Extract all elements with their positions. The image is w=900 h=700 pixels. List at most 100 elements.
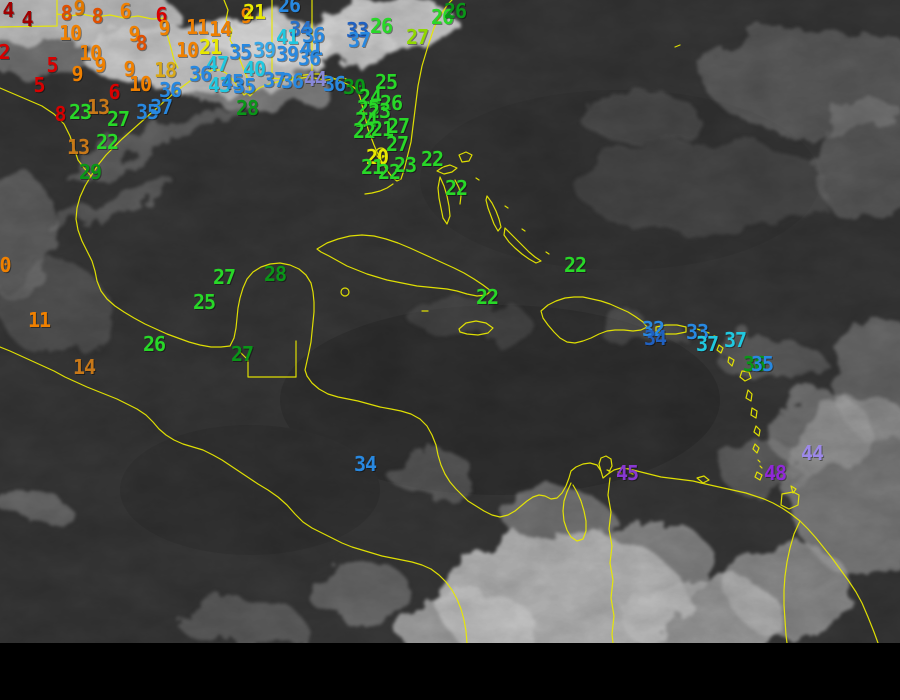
station-pwv-value: 6	[155, 3, 167, 27]
station-layer: 4 4 8 9 8 6 6 9 8 9 10 2 10 5 9 9 9 18 10 5 6 36 8 23 13 27 35 37 13…	[0, 0, 824, 485]
station-pwv-value: 25	[192, 290, 216, 314]
station-pwv-value: 26	[277, 0, 301, 17]
station-pwv-value: 23	[367, 99, 391, 123]
station-pwv-value: 9	[158, 16, 170, 40]
station-pwv-value: 29	[78, 160, 102, 184]
satellite-map	[0, 0, 900, 643]
station-pwv-value: 10	[58, 21, 82, 45]
station-pwv-value: 27	[230, 342, 254, 366]
station-pwv-value: 26	[430, 5, 454, 29]
station-pwv-value: 36	[158, 78, 182, 102]
station-pwv-value: 10	[78, 41, 102, 65]
station-pwv-value: 37	[723, 328, 747, 352]
station-pwv-value: 10	[175, 38, 199, 62]
station-pwv-value: 22	[377, 160, 401, 184]
station-pwv-value: 9	[73, 0, 85, 20]
station-pwv-value: 34	[288, 17, 312, 41]
station-pwv-value: 28	[235, 96, 259, 120]
station-pwv-value: 40	[242, 57, 266, 81]
station-pwv-value: 14	[72, 355, 96, 379]
station-pwv-value: 36	[742, 352, 766, 376]
station-pwv-value: 36	[301, 23, 325, 47]
station-pwv-value: 13	[66, 135, 90, 159]
station-pwv-value: 5	[46, 53, 58, 77]
station-pwv-value: 48	[763, 461, 787, 485]
station-pwv-value: 45	[220, 70, 244, 94]
station-pwv-value: 30	[342, 75, 366, 99]
station-pwv-value: 21	[360, 155, 384, 179]
station-pwv-value: 37	[262, 68, 286, 92]
station-pwv-value: 32	[641, 317, 665, 341]
station-pwv-value: 25	[374, 70, 398, 94]
station-pwv-value: 22	[95, 130, 119, 154]
station-pwv-value: 26	[369, 14, 393, 38]
station-pwv-value: 11	[185, 15, 209, 39]
station-pwv-value: 9	[71, 62, 83, 86]
station-pwv-value: 34	[643, 326, 667, 350]
station-pwv-value: 22	[352, 119, 376, 143]
station-pwv-value: 8	[60, 1, 72, 25]
station-pwv-value: 25	[356, 96, 380, 120]
station-pwv-value: 36	[322, 72, 346, 96]
station-pwv-value: 9	[240, 4, 252, 28]
station-pwv-value: 35	[228, 40, 252, 64]
station-pwv-value: 23	[393, 153, 417, 177]
station-pwv-value: 33	[685, 320, 709, 344]
station-pwv-value: 21	[242, 0, 266, 24]
station-pwv-value: 37	[347, 28, 371, 52]
coastline-layer	[0, 0, 879, 643]
station-pwv-value: 35	[135, 100, 159, 124]
station-pwv-value: 9	[94, 53, 106, 77]
station-pwv-value: 45	[615, 461, 639, 485]
station-pwv-value: 36	[188, 62, 212, 86]
station-pwv-value: 10	[128, 72, 152, 96]
station-pwv-value: 21	[198, 35, 222, 59]
station-pwv-value: 26	[443, 0, 467, 23]
station-pwv-value: 22	[475, 285, 499, 309]
station-pwv-value: 22	[420, 147, 444, 171]
station-pwv-value: 39	[275, 42, 299, 66]
legend-strip: 36912151821242730333639424548 PWV mm Suo…	[0, 643, 900, 700]
station-pwv-value: 8	[91, 4, 103, 28]
station-pwv-value: 39	[252, 38, 276, 62]
station-pwv-value: 34	[353, 452, 377, 476]
station-pwv-value: 37	[695, 332, 719, 356]
station-pwv-value: 28	[263, 262, 287, 286]
station-pwv-value: 18	[153, 58, 177, 82]
station-pwv-value: 44	[303, 67, 327, 91]
station-pwv-value: 21	[370, 117, 394, 141]
station-pwv-value: 0	[0, 253, 12, 277]
station-pwv-value: 37	[149, 95, 173, 119]
station-pwv-value: 4	[2, 0, 14, 22]
station-pwv-value: 5	[33, 73, 45, 97]
station-pwv-value: 26	[142, 332, 166, 356]
station-pwv-value: 35	[232, 74, 256, 98]
station-pwv-value: 41	[299, 36, 323, 60]
station-pwv-value: 44	[800, 441, 824, 465]
station-pwv-value: 11	[27, 308, 51, 332]
station-pwv-value: 22	[563, 253, 587, 277]
station-pwv-value: 43	[207, 73, 231, 97]
station-pwv-value: 24	[358, 85, 382, 109]
station-pwv-value: 2	[0, 40, 11, 64]
station-pwv-value: 9	[128, 22, 140, 46]
station-pwv-value: 8	[54, 102, 66, 126]
station-pwv-value: 23	[68, 100, 92, 124]
station-pwv-value: 35	[750, 352, 774, 376]
station-pwv-value: 36	[280, 69, 304, 93]
station-pwv-value: 26	[379, 91, 403, 115]
station-pwv-value: 27	[106, 107, 130, 131]
station-pwv-value: 27	[386, 114, 410, 138]
station-pwv-value: 4	[21, 7, 33, 31]
station-pwv-value: 6	[108, 80, 120, 104]
station-pwv-value: 8	[135, 31, 147, 55]
station-pwv-value: 27	[212, 265, 236, 289]
station-pwv-value: 22	[444, 176, 468, 200]
station-pwv-value: 6	[119, 0, 131, 23]
station-pwv-value: 9	[123, 57, 135, 81]
station-pwv-value: 27	[385, 132, 409, 156]
station-pwv-value: 36	[297, 46, 321, 70]
station-pwv-value: 20	[365, 145, 389, 169]
station-pwv-value: 33	[345, 18, 369, 42]
